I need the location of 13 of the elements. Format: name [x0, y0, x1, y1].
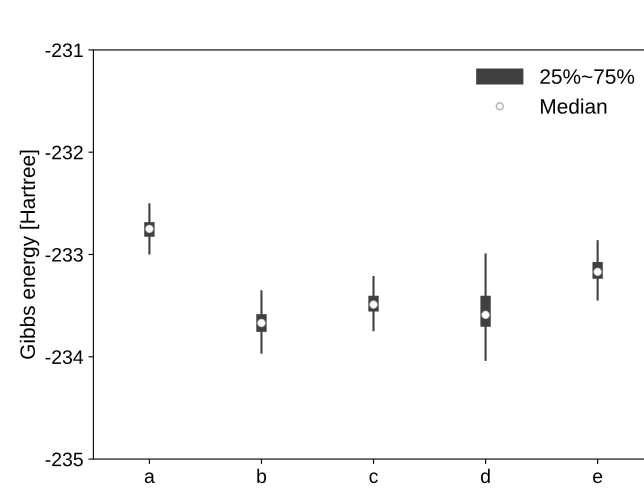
x-tick-label: e: [593, 472, 602, 484]
y-tick-label: -235: [46, 452, 83, 466]
y-axis-title: Gibbs energy [Hartree]: [20, 150, 40, 359]
legend-label: Median: [541, 98, 606, 114]
legend-label: 25%~75%: [540, 69, 634, 84]
x-tick-label: a: [144, 472, 155, 484]
x-tick-label: c: [369, 472, 378, 484]
y-tick-label: -231: [46, 43, 83, 58]
x-tick-label: d: [480, 468, 490, 484]
y-tick-label: -233: [46, 248, 83, 262]
y-tick-label: -232: [46, 146, 83, 160]
y-tick-label: -234: [46, 350, 84, 364]
x-tick-label: b: [257, 468, 266, 484]
